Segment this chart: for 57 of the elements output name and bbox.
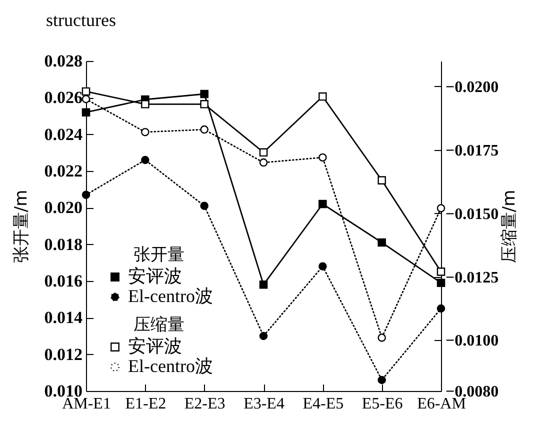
point bbox=[378, 176, 386, 184]
point bbox=[318, 92, 327, 101]
point bbox=[200, 125, 208, 134]
point bbox=[200, 202, 208, 210]
point bbox=[200, 90, 208, 98]
point bbox=[141, 128, 150, 136]
point bbox=[318, 200, 327, 208]
annotation: 张开量 bbox=[134, 245, 184, 265]
y-tick-label: 0.014 bbox=[44, 308, 83, 328]
x-tick-label: AM-E1 bbox=[62, 396, 111, 412]
y2-tick-label: −0.0150 bbox=[446, 206, 499, 223]
y-tick-label: 0.024 bbox=[44, 124, 83, 144]
point bbox=[82, 190, 90, 199]
point bbox=[259, 158, 268, 167]
point bbox=[436, 304, 446, 313]
point bbox=[82, 94, 90, 104]
point bbox=[318, 153, 327, 162]
x-tick-label: E2-E3 bbox=[184, 396, 226, 412]
point bbox=[141, 100, 150, 108]
point bbox=[378, 238, 386, 247]
point bbox=[378, 376, 386, 384]
y2-tick-label: −0.0200 bbox=[446, 78, 499, 96]
legend-label: 安评波 bbox=[128, 266, 182, 286]
y2-axis-title: 压缩量/m bbox=[500, 190, 520, 264]
legend-label: El-centro波 bbox=[128, 356, 213, 376]
point bbox=[259, 332, 268, 340]
y2-tick-label: −0.0125 bbox=[446, 269, 499, 286]
point bbox=[436, 204, 446, 212]
chart-title: structures bbox=[46, 10, 116, 30]
point bbox=[378, 334, 386, 342]
point bbox=[200, 100, 208, 108]
y-tick-label: 0.020 bbox=[44, 198, 82, 218]
point bbox=[259, 280, 268, 289]
point bbox=[259, 148, 268, 157]
legend-label: El-centro波 bbox=[128, 286, 213, 306]
y-tick-label: 0.012 bbox=[44, 344, 82, 364]
y2-tick-label: −0.0100 bbox=[446, 332, 499, 350]
point bbox=[436, 278, 446, 287]
x-tick-label: E3-E4 bbox=[244, 396, 284, 412]
point bbox=[82, 87, 90, 96]
point bbox=[436, 268, 446, 276]
point bbox=[82, 108, 90, 116]
point bbox=[318, 262, 327, 270]
y-tick-label: 0.026 bbox=[44, 88, 82, 108]
x-tick-label: E5-E6 bbox=[362, 396, 403, 412]
y2-tick-label: −0.0175 bbox=[446, 142, 499, 160]
y-tick-label: 0.018 bbox=[44, 234, 82, 254]
y-tick-label: 0.016 bbox=[44, 272, 82, 290]
point bbox=[141, 156, 150, 164]
x-tick-label: E6-AM bbox=[417, 396, 466, 412]
y-tick-label: 0.028 bbox=[44, 52, 82, 70]
legend-label: 安评波 bbox=[128, 336, 182, 356]
y-tick-label: 0.022 bbox=[44, 162, 82, 180]
x-tick-label: E4-E5 bbox=[302, 396, 344, 412]
y-axis-title: 张开量/m bbox=[11, 190, 32, 264]
x-tick-label: E1-E2 bbox=[125, 396, 166, 412]
annotation: 压缩量 bbox=[134, 315, 184, 335]
